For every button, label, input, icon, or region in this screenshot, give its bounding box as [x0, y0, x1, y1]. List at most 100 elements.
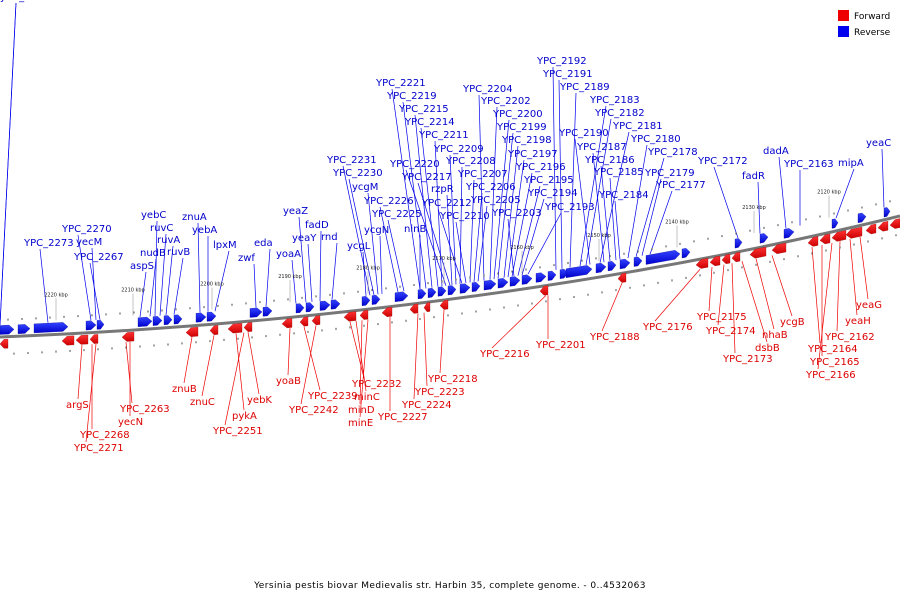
reverse-gene-label[interactable]: YPC_2179	[644, 168, 695, 179]
reverse-gene-label[interactable]: zwf	[238, 253, 255, 264]
forward-gene-label[interactable]: YPC_2216	[479, 349, 530, 360]
reverse-gene-label[interactable]: ycgM	[352, 182, 378, 193]
reverse-gene-arrow[interactable]	[437, 286, 447, 297]
forward-gene-arrow[interactable]	[771, 242, 787, 254]
reverse-gene-label[interactable]: YPC_2270	[61, 224, 112, 235]
forward-gene-label[interactable]: YPC_2188	[589, 332, 640, 343]
reverse-gene-label[interactable]: ninB	[404, 224, 426, 235]
forward-gene-label[interactable]: YPC_2201	[535, 340, 586, 351]
reverse-gene-label[interactable]: fadR	[742, 171, 765, 182]
forward-gene-label[interactable]: znuC	[190, 397, 215, 408]
reverse-gene-label[interactable]: YPC_2210	[439, 211, 490, 222]
reverse-gene-arrow[interactable]	[195, 312, 207, 323]
forward-gene-arrow[interactable]	[695, 258, 709, 269]
forward-gene-label[interactable]: YPC_2232	[351, 379, 402, 390]
reverse-gene-arrow[interactable]	[427, 287, 437, 298]
forward-gene-label[interactable]: YPC_2176	[642, 322, 693, 333]
reverse-gene-label[interactable]: YPC_2226	[363, 196, 414, 207]
reverse-gene-label[interactable]: YPC_2197	[507, 149, 558, 160]
reverse-gene-label[interactable]: YPC_2215	[398, 104, 449, 115]
forward-gene-label[interactable]: YPC_2227	[377, 412, 428, 423]
reverse-gene-label[interactable]: yoaA	[276, 249, 301, 260]
reverse-gene-label[interactable]: fadD	[305, 220, 329, 231]
reverse-gene-arrow[interactable]	[509, 276, 521, 287]
reverse-gene-label[interactable]: YPC_2198	[501, 135, 552, 146]
forward-gene-arrow[interactable]	[423, 302, 431, 312]
reverse-gene-label[interactable]: YPC_2203	[491, 208, 542, 219]
forward-gene-arrow[interactable]	[709, 255, 721, 267]
reverse-gene-label[interactable]: YPC_2212	[421, 198, 472, 209]
reverse-gene-arrow[interactable]	[565, 265, 593, 278]
reverse-gene-label[interactable]: rnd	[321, 232, 338, 243]
reverse-gene-arrow[interactable]	[305, 302, 315, 313]
forward-gene-label[interactable]: YPC_2263	[119, 404, 170, 415]
reverse-gene-arrow[interactable]	[295, 303, 305, 314]
reverse-gene-label[interactable]: YPC_2195	[523, 175, 574, 186]
reverse-gene-label[interactable]: YPC_2209	[433, 144, 484, 155]
reverse-gene-arrow[interactable]	[681, 248, 691, 259]
reverse-gene-arrow[interactable]	[607, 261, 617, 272]
forward-gene-label[interactable]: YPC_2224	[401, 400, 452, 411]
reverse-gene-arrow[interactable]	[330, 299, 341, 310]
reverse-gene-label[interactable]: YPC_2273	[23, 238, 74, 249]
reverse-gene-label[interactable]: yebA	[192, 225, 217, 236]
forward-gene-arrow[interactable]	[89, 334, 99, 344]
forward-gene-label[interactable]: argS	[66, 400, 89, 411]
forward-gene-label[interactable]: yebK	[247, 395, 272, 406]
forward-gene-arrow[interactable]	[281, 318, 293, 329]
reverse-gene-label[interactable]: yeaY	[292, 233, 317, 244]
reverse-gene-label[interactable]: YPC_2178	[647, 147, 698, 158]
reverse-gene-arrow[interactable]	[417, 289, 427, 300]
forward-gene-label[interactable]: YPC_2173	[722, 354, 773, 365]
reverse-gene-arrow[interactable]	[262, 306, 273, 317]
reverse-gene-label[interactable]: YPC_2214	[404, 117, 455, 128]
forward-gene-label[interactable]: yeaG	[856, 300, 882, 311]
reverse-gene-label[interactable]: znuA	[182, 212, 207, 223]
reverse-gene-label[interactable]: YPC_2185	[593, 167, 644, 178]
forward-gene-label[interactable]: yeaH	[845, 316, 871, 327]
forward-gene-arrow[interactable]	[409, 303, 419, 314]
reverse-gene-arrow[interactable]	[535, 272, 547, 283]
forward-gene-arrow[interactable]	[227, 323, 243, 334]
reverse-gene-arrow[interactable]	[206, 311, 217, 322]
reverse-gene-label[interactable]: YPC_2208	[445, 156, 496, 167]
reverse-gene-label[interactable]: YPC_2186	[584, 155, 635, 166]
reverse-gene-label[interactable]: YPC_2205	[470, 195, 521, 206]
reverse-gene-arrow[interactable]	[857, 212, 867, 223]
reverse-gene-arrow[interactable]	[163, 315, 173, 325]
forward-gene-arrow[interactable]	[721, 253, 731, 264]
reverse-gene-label[interactable]: YPC_2220	[389, 159, 440, 170]
reverse-gene-label[interactable]: mipA	[838, 158, 864, 169]
forward-gene-label[interactable]: YPC_2271	[73, 443, 124, 454]
reverse-gene-label[interactable]: YPC_2211	[418, 130, 469, 141]
forward-gene-arrow[interactable]	[539, 285, 549, 296]
reverse-gene-label[interactable]: yceN	[0, 0, 25, 3]
reverse-gene-label[interactable]: rzpR	[431, 184, 454, 195]
reverse-gene-label[interactable]: YPC_2191	[542, 69, 593, 80]
forward-gene-label[interactable]: YPC_2164	[807, 344, 858, 355]
forward-gene-arrow[interactable]	[343, 311, 357, 322]
reverse-gene-label[interactable]: YPC_2192	[536, 56, 587, 67]
forward-gene-label[interactable]: YPC_2166	[805, 370, 856, 381]
forward-gene-label[interactable]: znuB	[172, 384, 197, 395]
forward-gene-arrow[interactable]	[381, 307, 393, 317]
forward-gene-arrow[interactable]	[243, 322, 253, 332]
reverse-gene-label[interactable]: YPC_2189	[559, 82, 610, 93]
forward-gene-label[interactable]: YPC_2242	[288, 405, 339, 416]
reverse-gene-arrow[interactable]	[33, 322, 69, 334]
forward-gene-arrow[interactable]	[865, 223, 877, 235]
forward-gene-arrow[interactable]	[185, 326, 199, 337]
forward-gene-label[interactable]: YPC_2218	[427, 374, 478, 385]
reverse-gene-label[interactable]: YPC_2204	[462, 84, 513, 95]
reverse-gene-label[interactable]: aspS	[130, 261, 154, 272]
forward-gene-label[interactable]: YPC_2239	[307, 391, 358, 402]
forward-gene-arrow[interactable]	[359, 309, 369, 320]
reverse-gene-arrow[interactable]	[633, 256, 643, 267]
forward-gene-label[interactable]: dsbB	[755, 343, 780, 354]
forward-gene-label[interactable]: YPC_2162	[824, 332, 875, 343]
reverse-gene-label[interactable]: YPC_2193	[544, 202, 595, 213]
reverse-gene-arrow[interactable]	[249, 307, 263, 318]
reverse-gene-label[interactable]: ycgN	[364, 225, 389, 236]
reverse-gene-label[interactable]: ruvC	[150, 223, 173, 234]
reverse-gene-label[interactable]: YPC_2172	[697, 156, 748, 167]
